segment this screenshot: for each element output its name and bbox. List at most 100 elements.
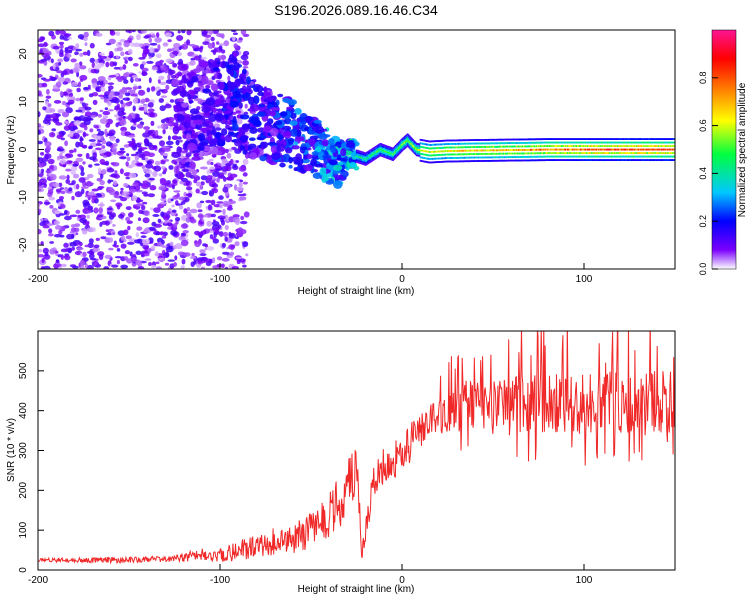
spectrogram-cell <box>237 193 245 197</box>
colorbar-tick-label: 0.6 <box>698 119 708 132</box>
spectrogram-cell <box>584 159 586 161</box>
spectrogram-cell <box>446 160 448 163</box>
spectrogram-cell <box>218 82 225 91</box>
spectrogram-cell <box>628 138 630 140</box>
spectrogram-cell <box>616 148 618 151</box>
spectrogram-cell <box>414 141 416 143</box>
spectrogram-cell <box>444 146 446 149</box>
spectrogram-cell <box>466 146 468 149</box>
spectrogram-cell <box>517 138 520 141</box>
spectrogram-cell <box>461 156 464 159</box>
spectrogram-cell <box>475 156 477 159</box>
spectrogram-cell <box>358 154 361 157</box>
spectrogram-cell <box>514 138 516 141</box>
spectrogram-cell <box>549 152 552 154</box>
spectrogram-cell <box>57 76 65 83</box>
spectrogram-cell <box>191 252 195 257</box>
spectrogram-cell <box>206 246 215 251</box>
spectrogram-cell <box>584 152 586 154</box>
spectrogram-cell <box>567 152 570 154</box>
spectrogram-cell <box>636 138 638 140</box>
spectrogram-cell <box>162 152 169 157</box>
spectrogram-cell <box>560 152 563 154</box>
spectrogram-cell <box>54 233 62 238</box>
spectrogram-cell <box>623 145 625 147</box>
spectrogram-cell <box>484 146 486 148</box>
spectrogram-cell <box>668 138 670 140</box>
spectrogram-cell <box>533 141 535 144</box>
spectrogram-cell <box>79 65 87 70</box>
spectrogram-cell <box>205 136 212 141</box>
spectrogram-cell <box>509 152 512 155</box>
spectrogram-cell <box>385 154 388 157</box>
spectrogram-cell <box>507 145 510 148</box>
spectrogram-cell <box>492 142 494 145</box>
spectrogram-cell <box>549 148 552 151</box>
spectrogram-cell <box>462 139 464 142</box>
spectrogram-cell <box>469 156 472 159</box>
spectrogram-cell <box>57 58 63 63</box>
spectrogram-cell <box>210 213 216 218</box>
spectrogram-cell <box>83 31 89 38</box>
spectrogram-cell <box>432 140 434 143</box>
spectrogram-cell <box>77 81 82 88</box>
spectrogram-cell <box>651 155 654 158</box>
spectrogram-cell <box>405 145 408 148</box>
spectrogram-cell <box>86 180 92 187</box>
spectrogram-cell <box>145 163 153 169</box>
spectrogram-cell <box>485 149 487 152</box>
spectrogram-cell <box>105 123 111 128</box>
spectrogram-cell <box>655 145 657 147</box>
spectrogram-cell <box>479 149 482 152</box>
spectrogram-cell <box>422 156 424 159</box>
spectrogram-cell <box>411 140 413 142</box>
spectrogram-cell <box>596 159 598 161</box>
spectrogram-cell <box>450 139 453 142</box>
spectrogram-cell <box>229 158 234 165</box>
spectrogram-cell <box>416 146 418 149</box>
spectrogram-cell <box>58 30 67 34</box>
spectrogram-cell <box>393 152 395 155</box>
spectrogram-cell <box>314 125 324 134</box>
spectrogram-cell <box>479 156 482 159</box>
spectrogram-cell <box>607 138 609 140</box>
spectrogram-cell <box>59 234 65 238</box>
spectrogram-cell <box>658 155 660 158</box>
spectrogram-cell <box>647 141 649 144</box>
spectrogram-cell <box>482 149 484 152</box>
spectrogram-cell <box>476 153 478 155</box>
spectrogram-cell <box>132 63 139 67</box>
spectrogram-cell <box>436 143 438 146</box>
spectrogram-cell <box>400 141 403 143</box>
spectrogram-cell <box>424 160 426 163</box>
spectrogram-cell <box>466 142 469 145</box>
spectrogram-cell <box>598 138 600 140</box>
spectrogram-cell <box>552 141 555 144</box>
spectrogram-cell <box>233 62 240 71</box>
spectrogram-cell <box>641 145 644 147</box>
spectrogram-cell <box>366 157 369 159</box>
spectrogram-cell <box>72 163 79 167</box>
spectrogram-cell <box>67 247 72 254</box>
spectrogram-cell <box>489 153 492 155</box>
spectrogram-cell <box>360 156 362 159</box>
spectrogram-cell <box>409 147 412 150</box>
spectrogram-cell <box>151 264 156 269</box>
spectrogram-cell <box>115 138 120 144</box>
spectrogram-cell <box>603 155 605 158</box>
spectrogram-cell <box>466 153 468 156</box>
spectrogram-cell <box>361 157 363 159</box>
spectrogram-cell <box>575 141 577 144</box>
spectrogram-cell <box>430 151 433 153</box>
spectrogram-cell <box>577 159 579 161</box>
spectrogram-cell <box>158 186 167 191</box>
spectrogram-cell <box>426 157 429 160</box>
spectrogram-cell <box>144 45 149 49</box>
spectrogram-cell <box>571 148 574 151</box>
spectrogram-cell <box>557 159 559 161</box>
spectrogram-cell <box>648 159 651 161</box>
spectrogram-cell <box>567 159 569 161</box>
spectrogram-cell <box>573 159 575 161</box>
spectrogram-cell <box>588 141 590 144</box>
spectrogram-cell <box>644 145 646 147</box>
